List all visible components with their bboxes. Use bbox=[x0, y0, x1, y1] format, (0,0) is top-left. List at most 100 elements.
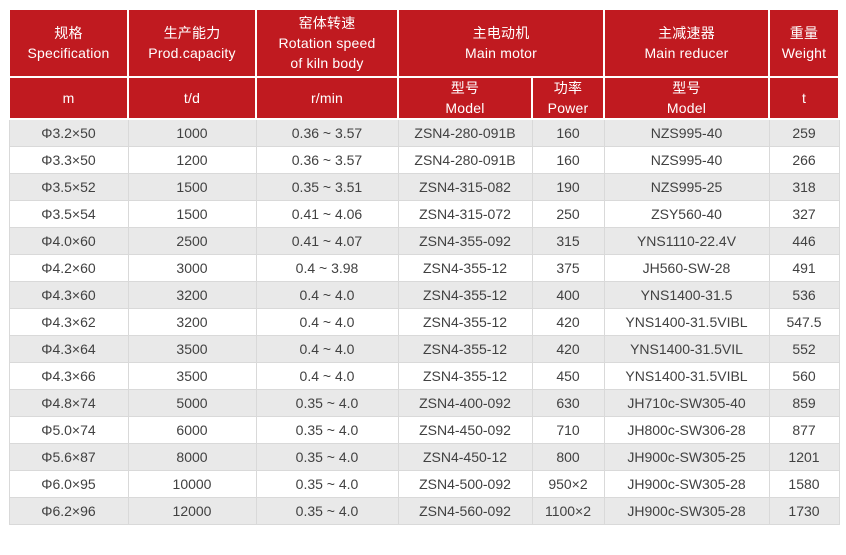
cell-reducer-model: ZSY560-40 bbox=[603, 200, 770, 228]
header-en: Main reducer bbox=[644, 45, 729, 61]
cell-spec: Φ3.3×50 bbox=[8, 146, 129, 174]
cell-weight: 1201 bbox=[768, 443, 840, 471]
cell-spec: Φ5.0×74 bbox=[8, 416, 129, 444]
cell-spec: Φ4.3×62 bbox=[8, 308, 129, 336]
cell-motor-model: ZSN4-500-092 bbox=[397, 470, 533, 498]
header-en: Rotation speed bbox=[278, 35, 376, 51]
cell-spec: Φ4.8×74 bbox=[8, 389, 129, 417]
header-zh: 窑体转速 bbox=[298, 15, 356, 31]
cell-speed: 0.35 ~ 4.0 bbox=[255, 497, 399, 525]
subheader-motor-power: 功率 Power bbox=[531, 76, 605, 120]
cell-reducer-model: YNS1110-22.4V bbox=[603, 227, 770, 255]
header-en: Weight bbox=[781, 45, 827, 61]
cell-reducer-model: NZS995-25 bbox=[603, 173, 770, 201]
table-row: Φ5.6×87 8000 0.35 ~ 4.0 ZSN4-450-12 800 JH900… bbox=[8, 443, 840, 471]
cell-weight: 318 bbox=[768, 173, 840, 201]
cell-motor-model: ZSN4-560-092 bbox=[397, 497, 533, 525]
cell-weight: 259 bbox=[768, 118, 840, 147]
cell-power: 315 bbox=[531, 227, 605, 255]
header-zh: 主减速器 bbox=[658, 25, 715, 41]
cell-capacity: 1000 bbox=[127, 118, 257, 147]
subheader-reducer-model: 型号 Model bbox=[603, 76, 770, 120]
table-row: Φ3.3×50 1200 0.36 ~ 3.57 ZSN4-280-091B 160 NZ… bbox=[8, 146, 840, 174]
cell-capacity: 12000 bbox=[127, 497, 257, 525]
unit-label: r/min bbox=[310, 90, 344, 106]
cell-motor-model: ZSN4-355-12 bbox=[397, 254, 533, 282]
cell-weight: 547.5 bbox=[768, 308, 840, 336]
subheader-zh: 型号 bbox=[450, 80, 480, 96]
table-row: Φ4.2×60 3000 0.4 ~ 3.98 ZSN4-355-12 375 JH560… bbox=[8, 254, 840, 282]
cell-spec: Φ6.0×95 bbox=[8, 470, 129, 498]
cell-power: 420 bbox=[531, 308, 605, 336]
unit-label: t/d bbox=[183, 90, 201, 106]
subheader-zh: 型号 bbox=[672, 80, 701, 96]
table-row: Φ6.0×95 10000 0.35 ~ 4.0 ZSN4-500-092 950×2 J… bbox=[8, 470, 840, 498]
subheader-en: Power bbox=[547, 100, 589, 116]
cell-reducer-model: YNS1400-31.5VIBL bbox=[603, 362, 770, 390]
header-zh: 生产能力 bbox=[163, 25, 221, 41]
header-en: Specification bbox=[27, 45, 110, 61]
cell-spec: Φ4.2×60 bbox=[8, 254, 129, 282]
header-en: Prod.capacity bbox=[148, 45, 236, 61]
cell-motor-model: ZSN4-355-12 bbox=[397, 281, 533, 309]
unit-label: t bbox=[801, 90, 807, 106]
cell-weight: 1580 bbox=[768, 470, 840, 498]
table-row: Φ4.3×60 3200 0.4 ~ 4.0 ZSN4-355-12 400 YNS140… bbox=[8, 281, 840, 309]
cell-capacity: 1500 bbox=[127, 200, 257, 228]
header-en: Main motor bbox=[464, 45, 538, 61]
cell-reducer-model: JH800c-SW306-28 bbox=[603, 416, 770, 444]
cell-power: 250 bbox=[531, 200, 605, 228]
cell-power: 800 bbox=[531, 443, 605, 471]
cell-spec: Φ6.2×96 bbox=[8, 497, 129, 525]
col-header-rotation-speed: 窑体转速 Rotation speed of kiln body bbox=[255, 8, 399, 78]
cell-spec: Φ4.3×60 bbox=[8, 281, 129, 309]
cell-capacity: 2500 bbox=[127, 227, 257, 255]
unit-weight: t bbox=[768, 76, 840, 120]
unit-spec: m bbox=[8, 76, 129, 120]
cell-reducer-model: JH900c-SW305-28 bbox=[603, 470, 770, 498]
table-row: Φ4.3×62 3200 0.4 ~ 4.0 ZSN4-355-12 420 YNS140… bbox=[8, 308, 840, 336]
cell-spec: Φ3.2×50 bbox=[8, 118, 129, 147]
cell-spec: Φ3.5×54 bbox=[8, 200, 129, 228]
cell-speed: 0.41 ~ 4.07 bbox=[255, 227, 399, 255]
cell-power: 950×2 bbox=[531, 470, 605, 498]
cell-motor-model: ZSN4-315-082 bbox=[397, 173, 533, 201]
cell-speed: 0.35 ~ 3.51 bbox=[255, 173, 399, 201]
cell-capacity: 3500 bbox=[127, 335, 257, 363]
cell-weight: 859 bbox=[768, 389, 840, 417]
header-zh: 主电动机 bbox=[472, 25, 530, 41]
cell-speed: 0.36 ~ 3.57 bbox=[255, 146, 399, 174]
cell-reducer-model: YNS1400-31.5 bbox=[603, 281, 770, 309]
cell-reducer-model: NZS995-40 bbox=[603, 118, 770, 147]
col-header-specification: 规格 Specification bbox=[8, 8, 129, 78]
cell-power: 160 bbox=[531, 146, 605, 174]
cell-power: 1100×2 bbox=[531, 497, 605, 525]
cell-speed: 0.4 ~ 4.0 bbox=[255, 281, 399, 309]
table-body: Φ3.2×50 1000 0.36 ~ 3.57 ZSN4-280-091B 160 NZ… bbox=[8, 118, 840, 525]
cell-speed: 0.35 ~ 4.0 bbox=[255, 470, 399, 498]
cell-reducer-model: JH710c-SW305-40 bbox=[603, 389, 770, 417]
cell-speed: 0.4 ~ 3.98 bbox=[255, 254, 399, 282]
cell-motor-model: ZSN4-355-12 bbox=[397, 335, 533, 363]
page: 规格 Specification 生产能力 Prod.capacity 窑体转速… bbox=[8, 8, 840, 525]
table-row: Φ4.0×60 2500 0.41 ~ 4.07 ZSN4-355-092 315 YNS… bbox=[8, 227, 840, 255]
table-row: Φ4.8×74 5000 0.35 ~ 4.0 ZSN4-400-092 630 JH71… bbox=[8, 389, 840, 417]
cell-capacity: 1200 bbox=[127, 146, 257, 174]
cell-weight: 327 bbox=[768, 200, 840, 228]
col-header-weight: 重量 Weight bbox=[768, 8, 840, 78]
cell-capacity: 3200 bbox=[127, 308, 257, 336]
cell-reducer-model: YNS1400-31.5VIBL bbox=[603, 308, 770, 336]
header-zh: 规格 bbox=[54, 25, 83, 41]
table-row: Φ3.5×54 1500 0.41 ~ 4.06 ZSN4-315-072 250 ZSY… bbox=[8, 200, 840, 228]
table-header: 规格 Specification 生产能力 Prod.capacity 窑体转速… bbox=[8, 8, 840, 120]
unit-speed: r/min bbox=[255, 76, 399, 120]
cell-power: 450 bbox=[531, 362, 605, 390]
cell-power: 400 bbox=[531, 281, 605, 309]
cell-capacity: 5000 bbox=[127, 389, 257, 417]
cell-motor-model: ZSN4-355-12 bbox=[397, 362, 533, 390]
cell-speed: 0.35 ~ 4.0 bbox=[255, 416, 399, 444]
cell-spec: Φ5.6×87 bbox=[8, 443, 129, 471]
table-row: Φ6.2×96 12000 0.35 ~ 4.0 ZSN4-560-092 1100×2… bbox=[8, 497, 840, 525]
cell-weight: 491 bbox=[768, 254, 840, 282]
cell-motor-model: ZSN4-280-091B bbox=[397, 146, 533, 174]
